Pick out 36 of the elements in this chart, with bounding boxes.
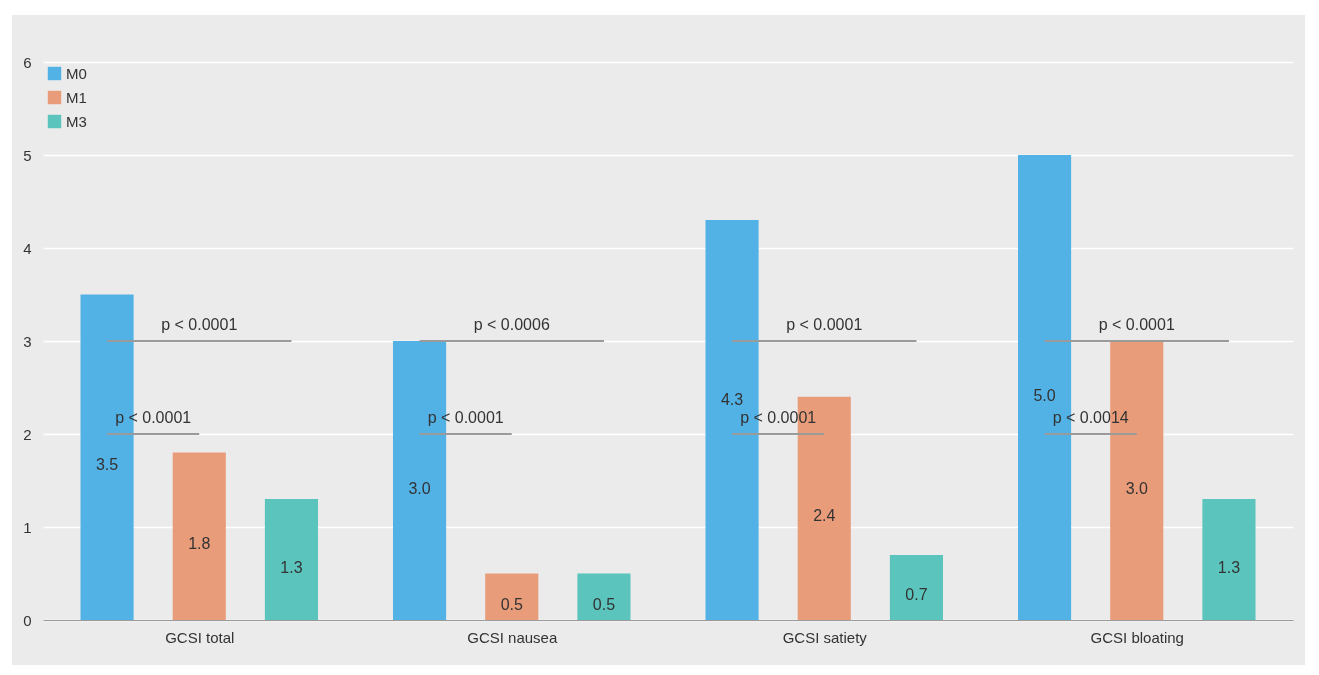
data-label: 0.5 xyxy=(592,595,616,613)
bar xyxy=(172,452,226,620)
bar xyxy=(889,554,943,620)
data-label: 0.5 xyxy=(500,595,523,613)
data-label: 2.4 xyxy=(813,507,836,525)
y-tick-label: 5 xyxy=(23,146,32,164)
data-label: 1.3 xyxy=(280,558,303,576)
y-tick-label: 0 xyxy=(23,611,32,629)
annotation: p < 0.0001 xyxy=(786,316,863,333)
y-tick-label: 3 xyxy=(23,332,32,350)
data-label: 4.3 xyxy=(720,391,744,409)
x-tick-label: GCSI total xyxy=(165,628,235,646)
data-label: 0.7 xyxy=(905,586,928,604)
y-tick-label: 6 xyxy=(23,53,32,71)
legend-label: M3 xyxy=(66,112,87,130)
x-tick-label: GCSI satiety xyxy=(782,628,868,646)
y-tick-label: 1 xyxy=(23,518,32,536)
data-label: 1.8 xyxy=(188,535,211,553)
bar xyxy=(577,573,631,620)
data-label: 3.5 xyxy=(95,456,119,474)
bar xyxy=(485,573,539,620)
y-tick-label: 2 xyxy=(23,425,32,443)
data-label: 5.0 xyxy=(1033,386,1056,404)
bar xyxy=(264,499,318,620)
x-tick-label: GCSI bloating xyxy=(1090,628,1184,646)
legend-label: M1 xyxy=(66,88,87,106)
data-label: 3.0 xyxy=(1125,479,1148,497)
annotation: p < 0.0006 xyxy=(473,316,550,333)
annotation: p < 0.0001 xyxy=(1098,316,1175,333)
legend-label: M0 xyxy=(66,64,87,82)
data-label: 3.0 xyxy=(408,479,431,497)
x-tick-label: GCSI nausea xyxy=(467,628,558,646)
data-label: 1.3 xyxy=(1217,558,1241,576)
annotation: p < 0.0001 xyxy=(161,316,238,333)
bar xyxy=(1202,499,1256,620)
y-tick-label: 4 xyxy=(23,239,32,257)
